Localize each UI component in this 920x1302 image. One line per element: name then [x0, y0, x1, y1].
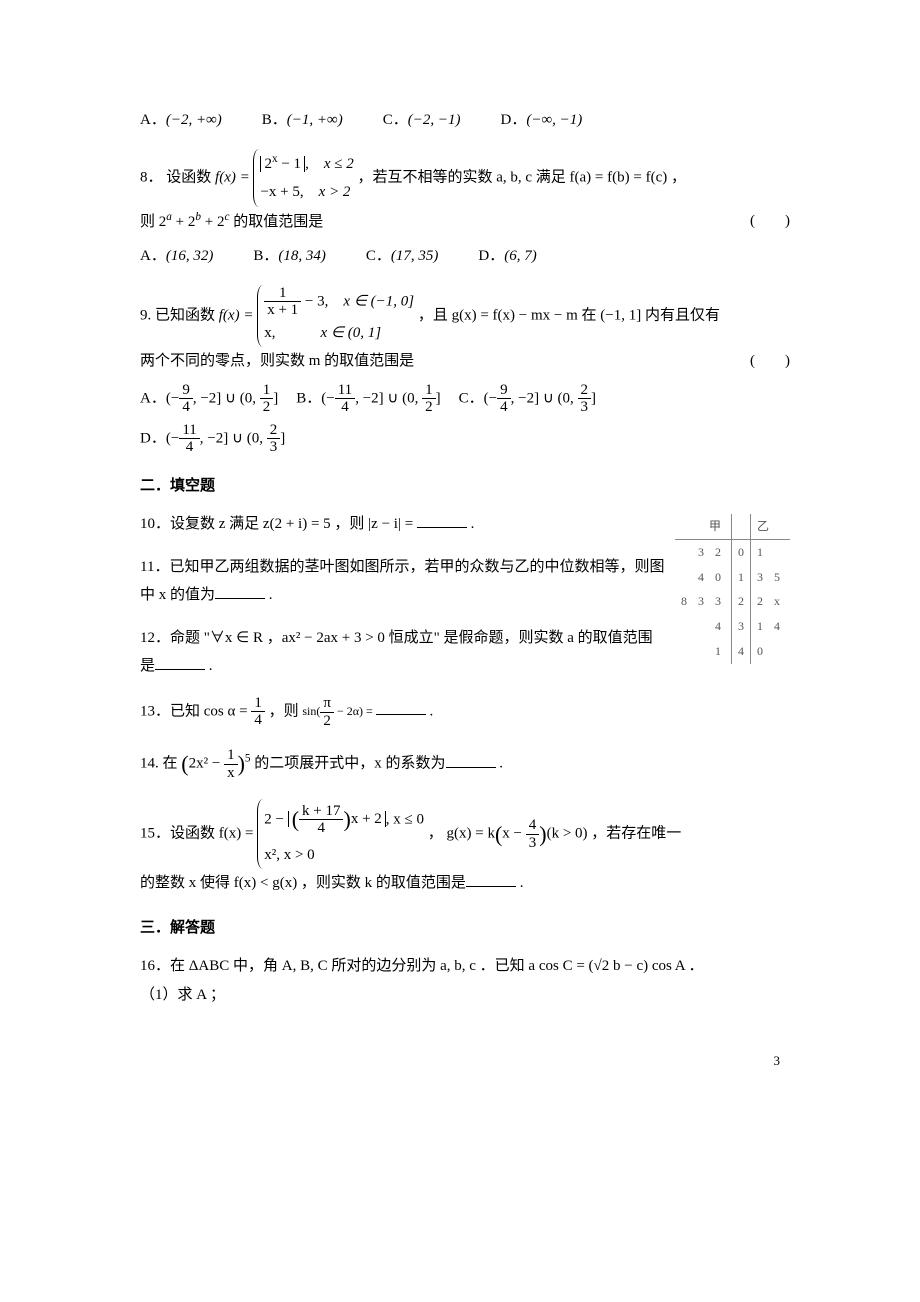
page-number: 3 [140, 1049, 790, 1074]
q7-opt-d: D．(−∞, −1) [500, 106, 582, 135]
q7-b-text: (−1, +∞) [287, 112, 343, 128]
q7-a-text: (−2, +∞) [166, 112, 222, 128]
q8-intro: 设函数 [166, 169, 211, 185]
q8-label: 8． [140, 169, 163, 185]
q7-opt-a: A．(−2, +∞) [140, 106, 222, 135]
q15-cases: 2 − (k + 174)x + 2, x ≤ 0 x², x > 0 [257, 799, 424, 869]
q9-opt-d: D．(−114, −2] ∪ (0, 23] [140, 422, 285, 456]
q9-mid: ，且 g(x) = f(x) − mx − m 在 (−1, 1] 内有且仅有 [418, 307, 720, 323]
q9-opt-a: A．(−94, −2] ∪ (0, 12] [140, 382, 278, 416]
q7-c-text: (−2, −1) [408, 112, 461, 128]
q7-d-text: (−∞, −1) [526, 112, 582, 128]
q13: 13．已知 cos α = 14 ，则 sin(π2 − 2α) = . [140, 695, 790, 730]
q14-blank [446, 752, 496, 768]
q8-paren: ( ) [750, 207, 790, 236]
q8-c2b: x > 2 [319, 184, 351, 200]
q8: 8． 设函数 f(x) = 2x − 1, x ≤ 2 −x + 5, x > … [140, 149, 790, 271]
q9-tail: 两个不同的零点，则实数 m 的取值范围是 [140, 353, 414, 369]
q8-cases: 2x − 1, x ≤ 2 −x + 5, x > 2 [253, 149, 353, 207]
q8-fx: f(x) = [215, 169, 250, 185]
q7-opt-c: C．(−2, −1) [383, 106, 461, 135]
sl-head-right: 乙 [751, 514, 791, 539]
q9-label: 9. [140, 307, 155, 323]
q9-opt-b: B．(−114, −2] ∪ (0, 12] [296, 382, 440, 416]
q10-blank [417, 512, 467, 528]
q11-blank [215, 583, 265, 599]
q14: 14. 在 (2x² − 1x)5 的二项展开式中，x 的系数为 . [140, 743, 790, 785]
sl-head-left: 甲 [675, 514, 732, 539]
q16: 16．在 ΔABC 中，角 A, B, C 所对的边分别为 a, b, c ．已… [140, 952, 790, 1009]
section-2-title: 二．填空题 [140, 472, 790, 501]
q8-opt-b: B．(18, 34) [253, 242, 326, 271]
stem-leaf-plot: 甲乙 3 201 4 013 5 8 3 322 x 431 4 140 [675, 514, 790, 664]
q8-c1b: x ≤ 2 [324, 156, 354, 172]
q8-opt-d: D．(6, 7) [478, 242, 536, 271]
q9-intro: 已知函数 [155, 307, 215, 323]
q7-options: A．(−2, +∞) B．(−1, +∞) C．(−2, −1) D．(−∞, … [140, 106, 790, 135]
q8-opt-a: A．(16, 32) [140, 242, 213, 271]
q16-sub1: （1）求 A ； [140, 981, 790, 1010]
q7-opt-b: B．(−1, +∞) [262, 106, 343, 135]
q8-tail: 则 2a + 2b + 2c 的取值范围是 [140, 214, 323, 230]
sl-r0-l: 3 2 [675, 539, 732, 564]
q9: 9. 已知函数 f(x) = 1x + 1 − 3, x ∈ (−1, 0] x… [140, 285, 790, 456]
q9-cases: 1x + 1 − 3, x ∈ (−1, 0] x, x ∈ (0, 1] [257, 285, 414, 348]
q8-c2a: −x + 5, [260, 184, 303, 200]
q15-blank [466, 871, 516, 887]
q13-blank [376, 699, 426, 715]
q9-fx: f(x) = [219, 307, 254, 323]
q12-blank [155, 654, 205, 670]
section-3-title: 三．解答题 [140, 914, 790, 943]
q8-c1a: 2x − 1 [260, 156, 305, 172]
q8-mid: ，若互不相等的实数 a, b, c 满足 f(a) = f(b) = f(c) … [357, 169, 686, 185]
q9-opt-c: C．(−94, −2] ∪ (0, 23] [459, 382, 596, 416]
q15: 15．设函数 f(x) = 2 − (k + 174)x + 2, x ≤ 0 … [140, 799, 790, 898]
q9-paren: ( ) [750, 347, 790, 376]
q8-opt-c: C．(17, 35) [366, 242, 439, 271]
